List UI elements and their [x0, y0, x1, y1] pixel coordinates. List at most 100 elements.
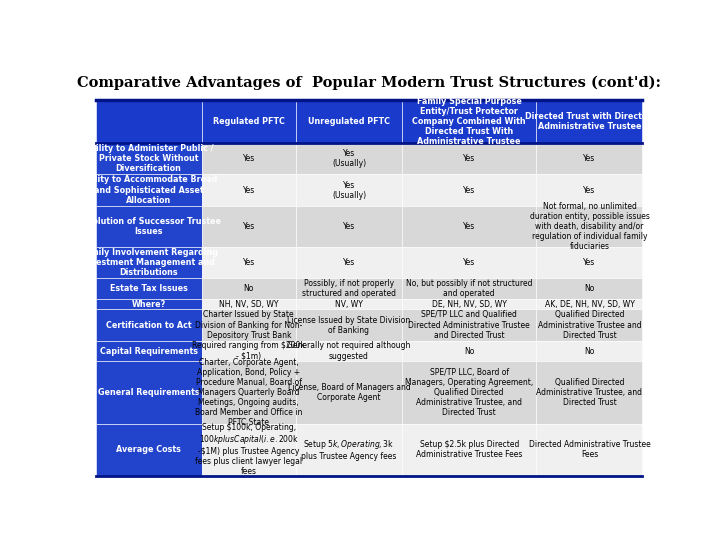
Bar	[536, 341, 642, 361]
Bar	[296, 206, 402, 247]
Text: No: No	[584, 284, 595, 293]
Text: Setup $2.5k plus Directed
Administrative Trustee Fees: Setup $2.5k plus Directed Administrative…	[416, 440, 523, 459]
Bar	[202, 174, 296, 206]
Bar	[96, 174, 202, 206]
Bar	[296, 424, 402, 476]
Bar	[296, 100, 402, 143]
Bar	[96, 299, 202, 309]
Text: Capital Requirements: Capital Requirements	[99, 347, 197, 355]
Bar	[402, 278, 536, 299]
Text: Qualified Directed
Administrative Trustee, and
Directed Trust: Qualified Directed Administrative Truste…	[536, 378, 642, 407]
Bar	[536, 143, 642, 174]
Bar	[536, 278, 642, 299]
Bar	[202, 361, 296, 424]
Text: Not formal, no unlimited
duration entity, possible issues
with death, disability: Not formal, no unlimited duration entity…	[529, 202, 649, 251]
Text: SPE/TP LLC and Qualified
Directed Administrative Trustee
and Directed Trust: SPE/TP LLC and Qualified Directed Admini…	[408, 310, 530, 340]
Bar	[202, 100, 296, 143]
Text: Resolution of Successor Trustee
Issues: Resolution of Successor Trustee Issues	[76, 217, 221, 236]
Text: Yes: Yes	[583, 258, 595, 267]
Bar	[96, 143, 202, 174]
Text: Yes: Yes	[243, 222, 255, 231]
Text: Directed Trust with Directed
Administrative Trustee: Directed Trust with Directed Administrat…	[526, 112, 654, 131]
Bar	[402, 309, 536, 341]
Text: No, but possibly if not structured
and operated: No, but possibly if not structured and o…	[406, 279, 533, 298]
Bar	[96, 206, 202, 247]
Text: Yes: Yes	[343, 258, 355, 267]
Text: Possibly, if not properly
structured and operated: Possibly, if not properly structured and…	[302, 279, 396, 298]
Text: Ability to Accommodate Broad
and Sophisticated Asset
Allocation: Ability to Accommodate Broad and Sophist…	[80, 176, 217, 205]
Text: Average Costs: Average Costs	[116, 445, 181, 454]
Bar	[96, 341, 202, 361]
Bar	[536, 174, 642, 206]
Bar	[402, 206, 536, 247]
Text: Certification to Act: Certification to Act	[106, 321, 192, 329]
Bar	[296, 309, 402, 341]
Text: No: No	[584, 347, 595, 355]
Text: Setup $5k, Operating, $3k
plus Trustee Agency fees: Setup $5k, Operating, $3k plus Trustee A…	[301, 438, 397, 461]
Text: Yes
(Usually): Yes (Usually)	[332, 150, 366, 168]
Text: Family Involvement Regarding
Investment Management and
Distributions: Family Involvement Regarding Investment …	[79, 248, 217, 277]
Text: Setup $100k, Operating,
$100k plus Capital (i.e. $200k
-$1M) plus Trustee Agency: Setup $100k, Operating, $100k plus Capit…	[195, 423, 302, 476]
Bar	[536, 309, 642, 341]
Bar	[202, 278, 296, 299]
Bar	[536, 361, 642, 424]
Text: Where?: Where?	[132, 300, 166, 309]
Text: Yes: Yes	[583, 154, 595, 164]
Bar	[536, 424, 642, 476]
Text: No: No	[464, 347, 474, 355]
Text: Yes: Yes	[463, 258, 475, 267]
Text: Regulated PFTC: Regulated PFTC	[213, 117, 284, 126]
Bar	[536, 100, 642, 143]
Text: Unregulated PFTC: Unregulated PFTC	[308, 117, 390, 126]
Bar	[536, 206, 642, 247]
Bar	[296, 174, 402, 206]
Text: Yes: Yes	[343, 222, 355, 231]
Text: Generally not required although
suggested: Generally not required although suggeste…	[287, 341, 410, 361]
Text: Comparative Advantages of  Popular Modern Trust Structures (cont'd):: Comparative Advantages of Popular Modern…	[77, 75, 661, 90]
Text: Required ranging from $200k
- $1m): Required ranging from $200k - $1m)	[192, 341, 305, 361]
Text: License, Board of Managers and
Corporate Agent: License, Board of Managers and Corporate…	[287, 383, 410, 402]
Text: Yes: Yes	[243, 186, 255, 194]
Text: Yes: Yes	[463, 154, 475, 164]
Text: NV, WY: NV, WY	[335, 300, 363, 309]
Bar	[96, 424, 202, 476]
Bar	[402, 299, 536, 309]
Text: Yes: Yes	[243, 154, 255, 164]
Bar	[96, 247, 202, 278]
Bar	[96, 100, 202, 143]
Text: AK, DE, NH, NV, SD, WY: AK, DE, NH, NV, SD, WY	[544, 300, 634, 309]
Text: Yes: Yes	[243, 258, 255, 267]
Text: Qualified Directed
Administrative Trustee and
Directed Trust: Qualified Directed Administrative Truste…	[538, 310, 642, 340]
Bar	[202, 341, 296, 361]
Bar	[202, 206, 296, 247]
Bar	[96, 309, 202, 341]
Bar	[402, 100, 536, 143]
Bar	[96, 361, 202, 424]
Text: Charter, Corporate Agent,
Application, Bond, Policy +
Procedure Manual, Board of: Charter, Corporate Agent, Application, B…	[195, 358, 302, 427]
Bar	[402, 424, 536, 476]
Bar	[202, 309, 296, 341]
Text: SPE/TP LLC, Board of
Managers, Operating Agreement,
Qualified Directed
Administr: SPE/TP LLC, Board of Managers, Operating…	[405, 368, 534, 417]
Bar	[536, 247, 642, 278]
Text: Ability to Administer Public /
Private Stock Without
Diversification: Ability to Administer Public / Private S…	[84, 144, 213, 173]
Bar	[202, 299, 296, 309]
Bar	[402, 174, 536, 206]
Bar	[202, 143, 296, 174]
Text: Yes: Yes	[463, 186, 475, 194]
Bar	[202, 424, 296, 476]
Bar	[96, 278, 202, 299]
Bar	[296, 278, 402, 299]
Text: General Requirements: General Requirements	[98, 388, 199, 397]
Bar	[402, 143, 536, 174]
Text: Yes: Yes	[583, 186, 595, 194]
Bar	[402, 361, 536, 424]
Text: No: No	[243, 284, 254, 293]
Bar	[296, 361, 402, 424]
Bar	[296, 299, 402, 309]
Text: License Issued by State Division
of Banking: License Issued by State Division of Bank…	[287, 315, 410, 335]
Bar	[296, 341, 402, 361]
Bar	[402, 247, 536, 278]
Text: Estate Tax Issues: Estate Tax Issues	[109, 284, 187, 293]
Text: Family Special Purpose
Entity/Trust Protector
Company Combined With
Directed Tru: Family Special Purpose Entity/Trust Prot…	[413, 97, 526, 146]
Bar	[402, 341, 536, 361]
